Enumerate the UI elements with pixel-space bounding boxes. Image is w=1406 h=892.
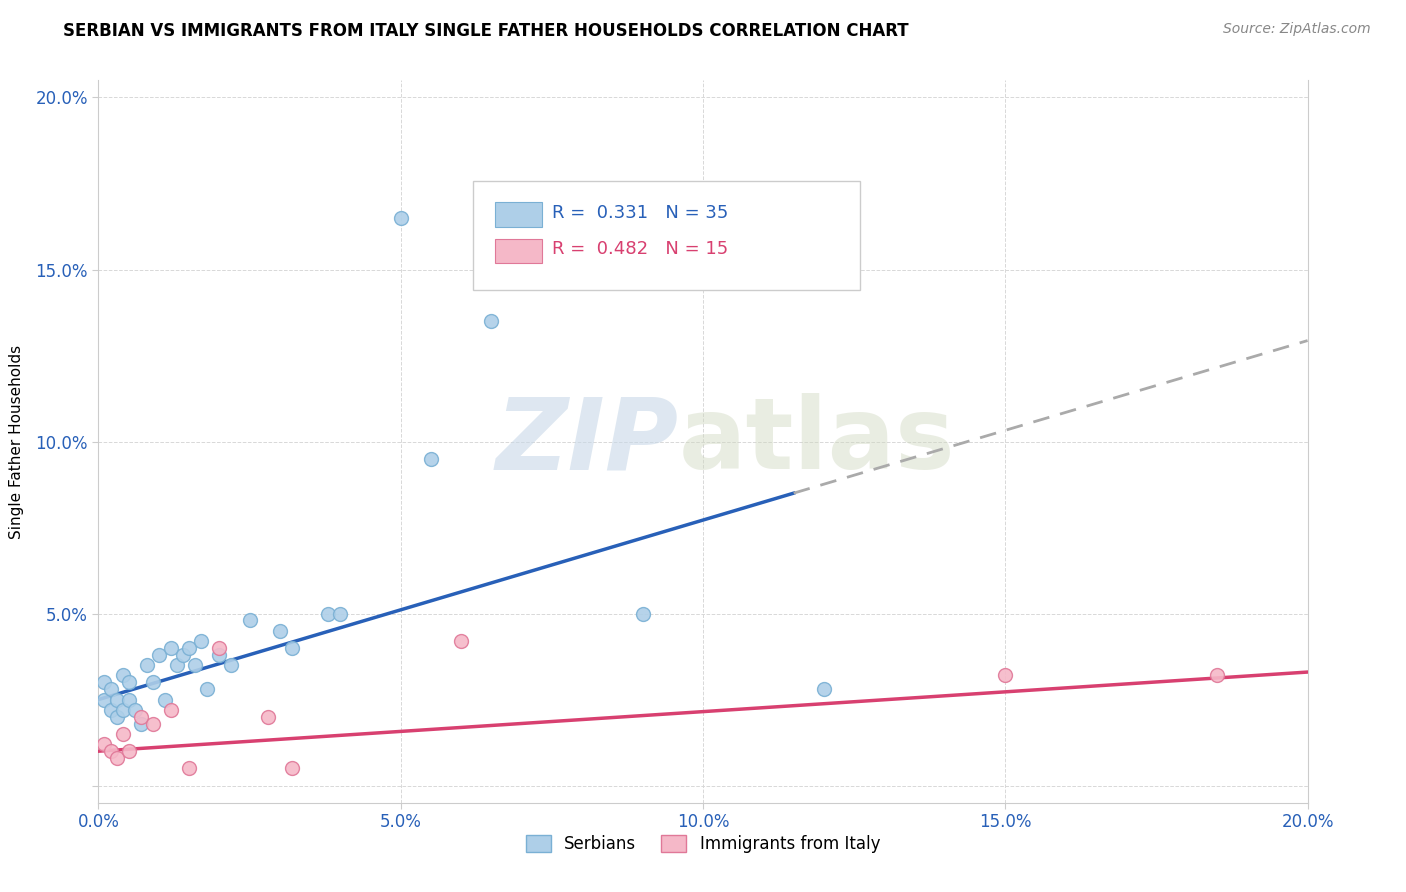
- Point: [93, 692, 115, 706]
- Point: [111, 668, 134, 682]
- Point: [316, 607, 339, 621]
- Point: [281, 640, 304, 655]
- Point: [111, 703, 134, 717]
- FancyBboxPatch shape: [474, 181, 860, 290]
- Point: [160, 703, 183, 717]
- Point: [420, 451, 443, 466]
- Point: [179, 640, 201, 655]
- Point: [93, 737, 115, 751]
- Point: [100, 682, 122, 697]
- Point: [129, 710, 152, 724]
- Point: [142, 716, 165, 731]
- Point: [160, 640, 183, 655]
- Point: [124, 703, 146, 717]
- Point: [105, 692, 128, 706]
- Point: [208, 640, 231, 655]
- Point: [184, 658, 207, 673]
- Point: [1206, 668, 1229, 682]
- Text: SERBIAN VS IMMIGRANTS FROM ITALY SINGLE FATHER HOUSEHOLDS CORRELATION CHART: SERBIAN VS IMMIGRANTS FROM ITALY SINGLE …: [63, 22, 908, 40]
- FancyBboxPatch shape: [495, 238, 543, 263]
- Point: [129, 716, 152, 731]
- Point: [142, 675, 165, 690]
- Point: [105, 710, 128, 724]
- Point: [221, 658, 243, 673]
- Point: [239, 614, 262, 628]
- Point: [481, 314, 503, 328]
- Point: [105, 751, 128, 765]
- Point: [135, 658, 157, 673]
- Point: [118, 692, 141, 706]
- Text: atlas: atlas: [679, 393, 956, 490]
- Text: ZIP: ZIP: [496, 393, 679, 490]
- Y-axis label: Single Father Households: Single Father Households: [10, 344, 24, 539]
- Legend: Serbians, Immigrants from Italy: Serbians, Immigrants from Italy: [519, 828, 887, 860]
- Point: [631, 607, 654, 621]
- Point: [994, 668, 1017, 682]
- Point: [450, 634, 472, 648]
- Point: [153, 692, 176, 706]
- Point: [190, 634, 212, 648]
- Point: [148, 648, 170, 662]
- Point: [813, 682, 835, 697]
- Point: [208, 648, 231, 662]
- Point: [172, 648, 194, 662]
- Point: [281, 761, 304, 775]
- Point: [179, 761, 201, 775]
- Point: [166, 658, 188, 673]
- Point: [389, 211, 412, 225]
- Point: [100, 703, 122, 717]
- Point: [93, 675, 115, 690]
- Point: [256, 710, 278, 724]
- FancyBboxPatch shape: [495, 202, 543, 227]
- Text: Source: ZipAtlas.com: Source: ZipAtlas.com: [1223, 22, 1371, 37]
- Point: [100, 744, 122, 758]
- Point: [111, 727, 134, 741]
- Text: R =  0.482   N = 15: R = 0.482 N = 15: [551, 240, 728, 258]
- Point: [195, 682, 218, 697]
- Point: [269, 624, 291, 638]
- Text: R =  0.331   N = 35: R = 0.331 N = 35: [551, 203, 728, 221]
- Point: [329, 607, 352, 621]
- Point: [118, 744, 141, 758]
- Point: [118, 675, 141, 690]
